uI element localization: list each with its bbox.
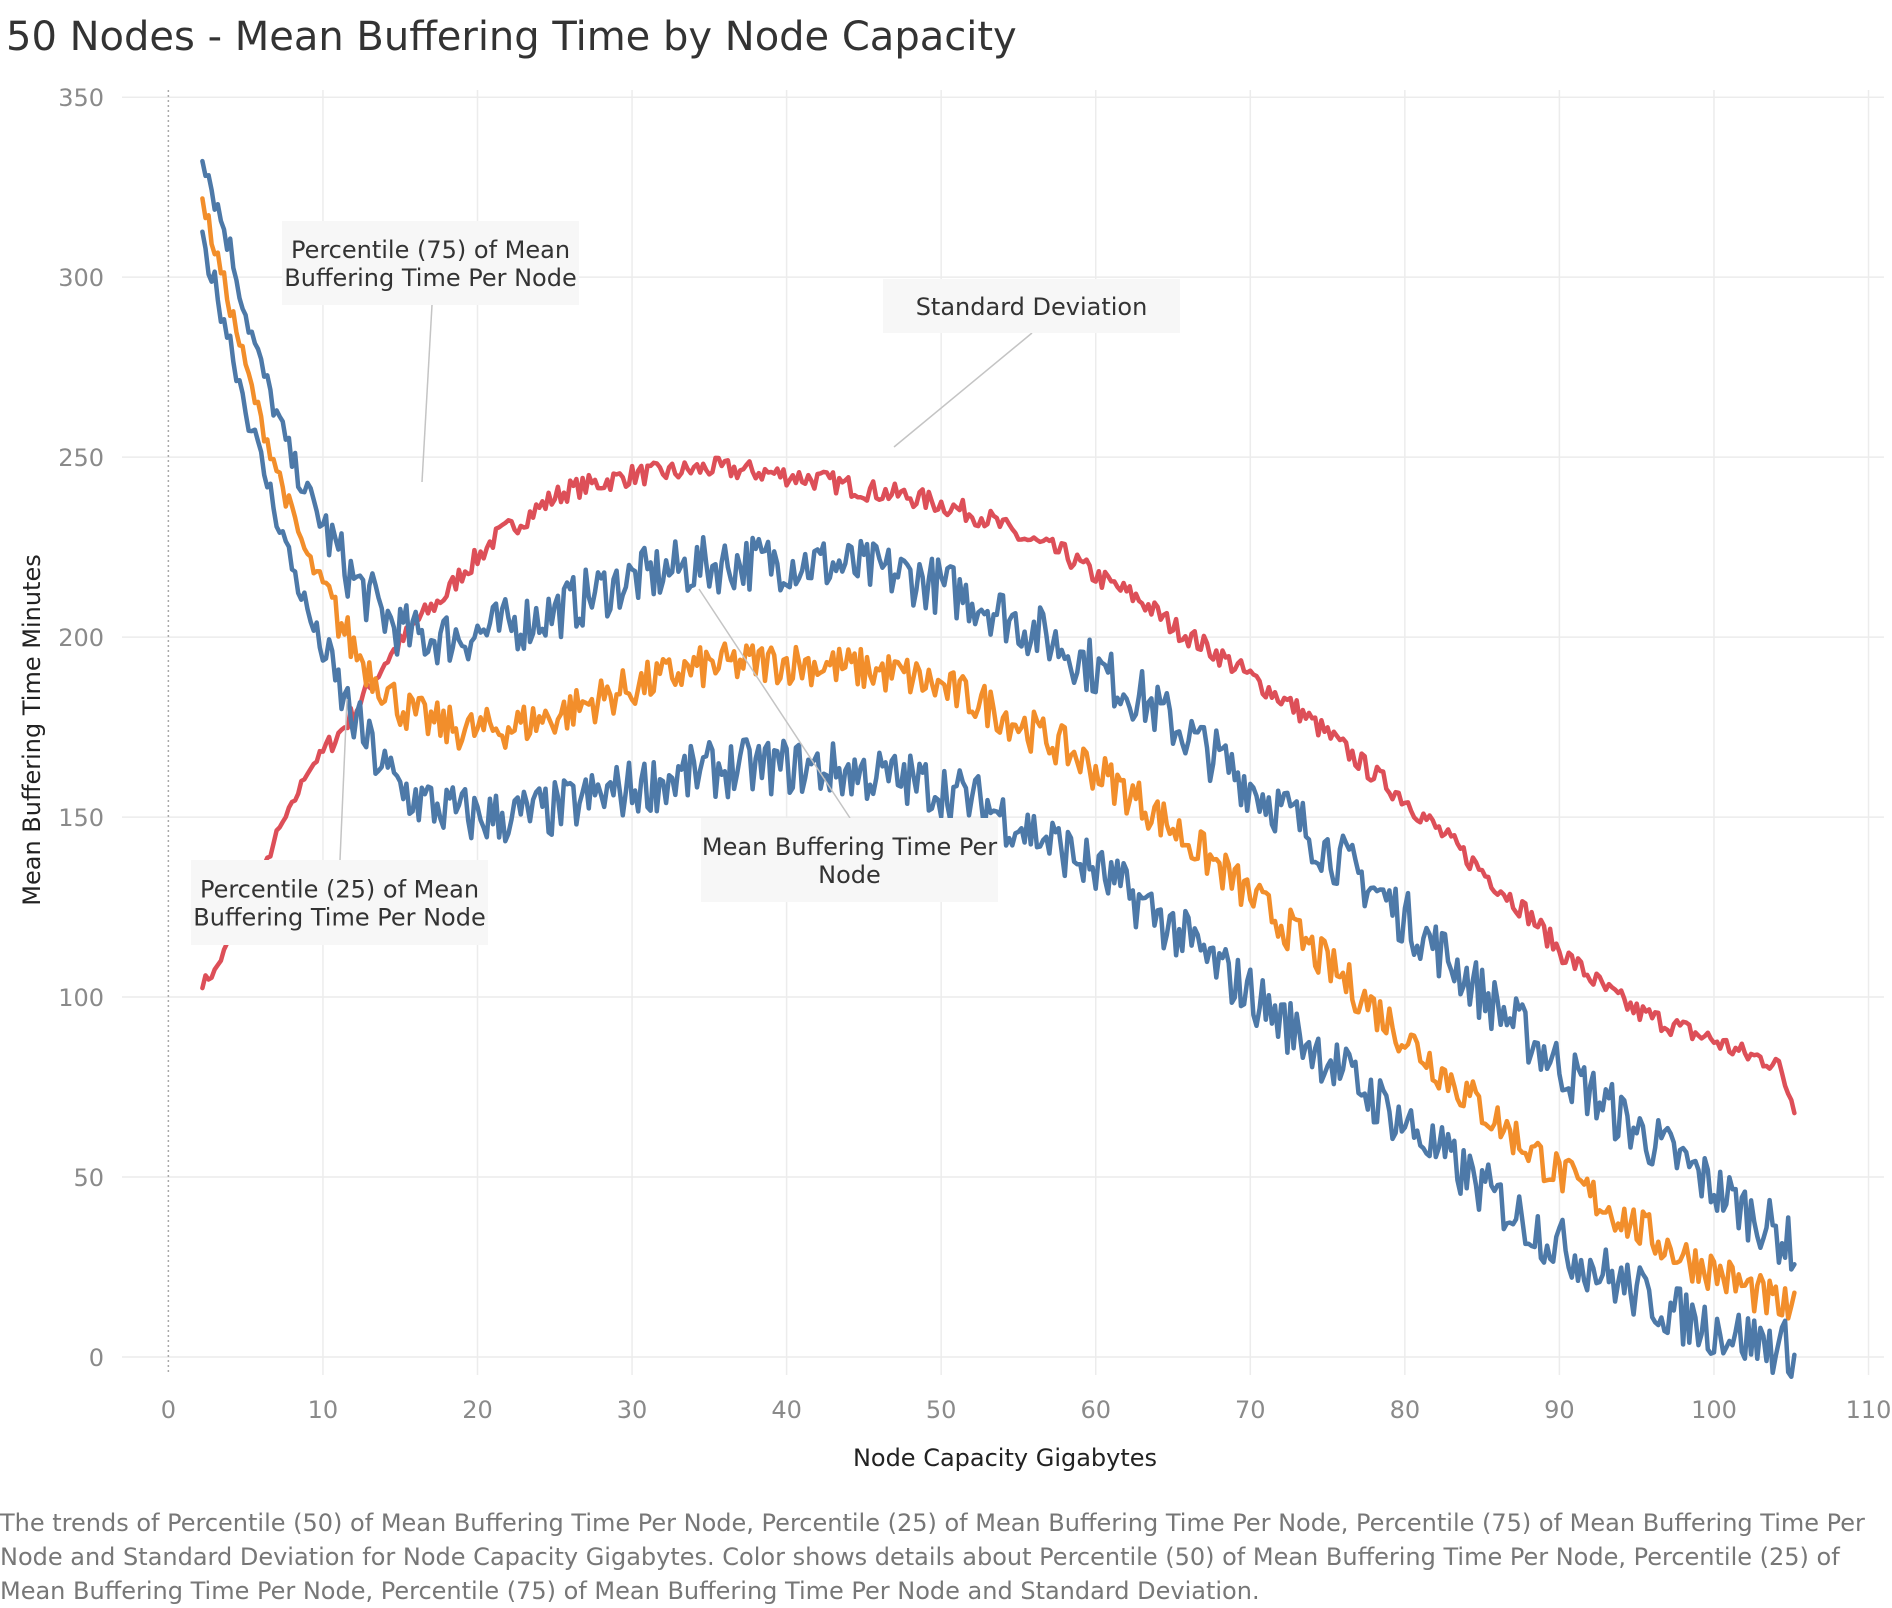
x-tick-label: 40 bbox=[771, 1396, 802, 1424]
x-tick-label: 70 bbox=[1235, 1396, 1266, 1424]
annotation-box bbox=[883, 279, 1180, 333]
series-line-p25 bbox=[200, 229, 1797, 1380]
y-tick-label: 200 bbox=[58, 624, 104, 652]
y-tick-label: 250 bbox=[58, 444, 104, 472]
chart-title: 50 Nodes - Mean Buffering Time by Node C… bbox=[6, 14, 1017, 60]
x-tick-label: 0 bbox=[161, 1396, 176, 1424]
annotation-label: Node bbox=[818, 861, 881, 889]
series-line-p75 bbox=[200, 158, 1797, 1272]
chart-caption: The trends of Percentile (50) of Mean Bu… bbox=[0, 1509, 1865, 1605]
line-chart: 0 50 100 150 200 250 300 350 0 10 20 30 40 50 60 70 80 90… bbox=[18, 84, 1891, 1472]
annotation-label: Mean Buffering Time Per bbox=[702, 833, 997, 861]
annotation-label: Buffering Time Per Node bbox=[193, 904, 485, 932]
annotation-label: Standard Deviation bbox=[916, 293, 1148, 321]
x-axis-title: Node Capacity Gigabytes bbox=[853, 1444, 1157, 1472]
annotation-box bbox=[701, 818, 998, 902]
x-tick-label: 60 bbox=[1080, 1396, 1111, 1424]
annotation-label: Percentile (25) of Mean bbox=[200, 876, 479, 904]
series-line-sd bbox=[200, 455, 1797, 1116]
x-tick-label: 20 bbox=[462, 1396, 493, 1424]
annotation-leader bbox=[893, 332, 1033, 448]
y-tick-label: 50 bbox=[73, 1164, 104, 1192]
x-tick-label: 30 bbox=[617, 1396, 648, 1424]
annotation-box bbox=[282, 221, 579, 305]
annotation-box bbox=[191, 860, 488, 945]
y-tick-label: 0 bbox=[89, 1344, 104, 1372]
annotation-leader bbox=[339, 698, 348, 861]
annotation-leader bbox=[421, 304, 433, 483]
y-tick-label: 150 bbox=[58, 804, 104, 832]
x-tick-label: 50 bbox=[926, 1396, 957, 1424]
y-axis-title: Mean Buffering Time Minutes bbox=[18, 554, 46, 905]
y-tick-label: 350 bbox=[58, 84, 104, 112]
series-line-p50 bbox=[200, 196, 1797, 1321]
series-lines bbox=[200, 158, 1797, 1380]
y-tick-label: 100 bbox=[58, 984, 104, 1012]
x-tick-label: 100 bbox=[1691, 1396, 1737, 1424]
annotation-leader bbox=[698, 588, 851, 819]
x-tick-label: 10 bbox=[308, 1396, 339, 1424]
annotation-label: Buffering Time Per Node bbox=[284, 264, 576, 292]
annotation-label: Percentile (75) of Mean bbox=[291, 236, 570, 264]
x-tick-label: 90 bbox=[1544, 1396, 1575, 1424]
x-tick-label: 110 bbox=[1846, 1396, 1892, 1424]
y-tick-label: 300 bbox=[58, 264, 104, 292]
axes: 0 50 100 150 200 250 300 350 0 10 20 30 40 50 60 70 80 90… bbox=[18, 84, 1891, 1472]
x-tick-label: 80 bbox=[1390, 1396, 1421, 1424]
